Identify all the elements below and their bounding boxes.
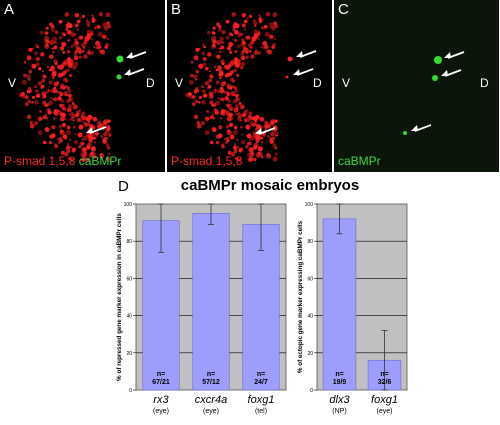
y-tick-label: 60 [126,276,132,282]
panel-b-caption-red: P-smad 1,5,8 [171,154,243,168]
psmad-staining [185,11,279,162]
chart-title: caBMPr mosaic embryos [180,177,360,194]
category-label: foxg1 [371,394,398,406]
panel-a-caption-green: caBMPr [78,154,122,168]
y-tick-label: 0 [310,388,313,394]
chart-1: 0 20 40 60 80 100 % of ectopic gene marker exp… [297,202,408,415]
y-tick-label: 20 [307,351,313,357]
y-tick-label: 40 [307,314,313,320]
panel-b-caption: P-smad 1,5,8 [171,154,242,168]
arrow-icon [441,69,462,77]
arrow-icon [296,50,317,58]
y-tick-label: 60 [307,276,313,282]
panel-c-caption: caBMPr [338,154,381,168]
panel-a: A V D P-smad 1,5,8 caBMPr [0,0,165,172]
panel-c-caption-green: caBMPr [338,154,381,168]
panel-a-ventral-label: V [8,76,17,90]
panel-a-dorsal-label: D [146,76,155,90]
n-label: n= [207,371,215,378]
cabmpr-cell [432,75,438,81]
y-tick-label: 100 [305,202,314,208]
category-sublabel: (eye) [203,408,219,415]
y-tick-label: 40 [126,314,132,320]
n-label: 19/9 [333,379,347,386]
panel-a-image [18,11,147,162]
panel-b: B V D P-smad 1,5,8 [167,0,332,172]
chart-0: 0 20 40 60 80 100% of repressed gene marker e… [116,202,287,415]
cabmpr-cell [116,74,122,80]
n-label: n= [157,371,165,378]
psmad-cell [285,75,289,79]
n-label: n= [335,371,343,378]
bar [322,218,357,391]
y-tick-label: 80 [307,239,313,245]
category-label: rx3 [153,394,169,406]
panel-a-letter: A [4,1,15,18]
arrow-icon [411,124,432,132]
panel-c-letter: C [338,1,349,18]
n-label: 67/21 [152,379,170,386]
panel-b-dorsal-label: D [313,76,322,90]
psmad-cell [77,132,83,138]
n-label: 57/12 [202,379,220,386]
figure-d-letter: D [118,178,129,195]
y-axis-label: % of ectopic gene marker expressing caBM… [297,220,304,373]
psmad-cell [287,56,293,62]
cabmpr-cell [434,56,442,64]
psmad-cell [246,133,252,139]
y-tick-label: 100 [124,202,133,208]
arrow-icon [444,51,465,59]
panel-c: C V D caBMPr [334,0,499,172]
n-label: n= [257,371,265,378]
n-label: 32/6 [378,379,392,386]
panel-c-ventral-label: V [342,76,351,90]
panel-b-image [185,11,317,162]
n-label: n= [380,371,388,378]
psmad-staining [18,11,112,162]
panel-c-image [403,51,465,135]
category-label: dlx3 [329,394,350,406]
y-tick-label: 20 [126,351,132,357]
category-sublabel: (eye) [377,408,393,415]
n-label: 24/7 [254,379,268,386]
category-label: foxg1 [248,394,275,406]
bar [192,213,230,391]
y-tick-label: 0 [129,388,132,394]
category-label: cxcr4a [195,394,227,406]
arrow-icon [86,126,107,134]
panel-b-ventral-label: V [175,76,184,90]
y-axis-label: % of repressed gene marker expression in… [116,213,123,381]
arrow-icon [124,68,145,76]
panel-b-letter: B [171,1,182,18]
category-sublabel: (eye) [153,408,169,415]
panel-a-caption: P-smad 1,5,8 caBMPr [4,154,121,168]
panel-c-dorsal-label: D [480,76,489,90]
arrow-icon [255,127,276,135]
panel-a-caption-red: P-smad 1,5,8 [4,154,76,168]
category-sublabel: (tel) [255,408,267,415]
category-sublabel: (NP) [332,408,346,415]
y-tick-label: 80 [126,239,132,245]
arrow-icon [293,68,314,76]
cabmpr-cell [403,131,407,135]
bar [242,224,280,391]
cabmpr-cell [116,55,124,63]
arrow-icon [126,51,147,59]
